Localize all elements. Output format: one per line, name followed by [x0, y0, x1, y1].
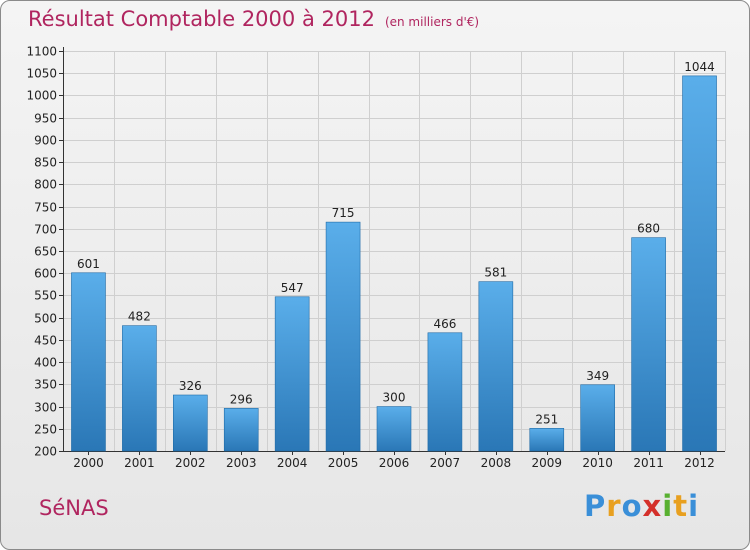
x-tick-label: 2010 — [582, 456, 613, 470]
y-tick-label: 1050 — [26, 67, 57, 81]
data-label: 300 — [383, 391, 406, 405]
logo-letter: P — [584, 489, 607, 523]
x-tick-label: 2006 — [379, 456, 410, 470]
x-tick-label: 2001 — [124, 456, 155, 470]
y-tick-label: 450 — [34, 334, 57, 348]
data-label: 251 — [535, 412, 558, 426]
bar — [223, 408, 259, 452]
bar — [529, 428, 565, 452]
logo-letter: i — [688, 489, 700, 523]
y-tick-label: 750 — [34, 201, 57, 215]
y-tick-label: 350 — [34, 378, 57, 392]
logo-letter: r — [606, 489, 622, 523]
labels: 200 250 300 350 400 450 500 550 600 650 700 750 800 8… — [26, 45, 714, 471]
data-label: 547 — [281, 281, 304, 295]
y-tick-label: 1100 — [26, 45, 57, 59]
bars — [71, 75, 717, 452]
data-label: 296 — [230, 392, 253, 406]
bar — [478, 281, 514, 452]
axes — [59, 47, 725, 455]
logo-letter: o — [621, 489, 643, 523]
x-tick-label: 2004 — [277, 456, 308, 470]
y-tick-label: 400 — [34, 356, 57, 370]
bar — [71, 272, 106, 452]
data-label: 482 — [128, 310, 151, 324]
data-label: 1044 — [684, 60, 715, 74]
bar — [580, 384, 615, 452]
y-tick-label: 900 — [34, 134, 57, 148]
bar — [274, 296, 310, 452]
y-tick-label: 500 — [34, 312, 57, 326]
y-tick-label: 550 — [34, 289, 57, 303]
bar — [325, 221, 361, 452]
y-tick-label: 650 — [34, 245, 57, 259]
x-tick-label: 2002 — [175, 456, 206, 470]
x-tick-label: 2009 — [531, 456, 562, 470]
y-tick-label: 600 — [34, 267, 57, 281]
chart-title: Résultat Comptable 2000 à 2012 (en millie… — [28, 7, 479, 31]
data-label: 466 — [433, 317, 456, 331]
data-label: 581 — [484, 266, 507, 280]
chart-title-text: Résultat Comptable 2000 à 2012 — [28, 7, 375, 31]
commune-name: SéNAS — [39, 496, 109, 520]
bar — [427, 332, 463, 452]
x-tick-label: 2008 — [481, 456, 512, 470]
x-tick-label: 2011 — [633, 456, 664, 470]
chart-unit: (en milliers d'€) — [384, 15, 480, 29]
y-tick-label: 700 — [34, 223, 57, 237]
data-label: 601 — [77, 257, 100, 271]
y-tick-label: 1000 — [26, 89, 57, 103]
bar — [631, 237, 666, 452]
x-tick-label: 2007 — [430, 456, 461, 470]
bar — [122, 325, 157, 452]
y-tick-label: 250 — [34, 423, 57, 437]
y-tick-label: 800 — [34, 178, 57, 192]
logo-letter: x — [642, 489, 663, 523]
y-tick-label: 200 — [34, 445, 57, 459]
data-label: 680 — [637, 222, 660, 236]
bar — [376, 406, 412, 452]
x-tick-label: 2003 — [226, 456, 257, 470]
data-label: 715 — [332, 206, 355, 220]
data-label: 349 — [586, 369, 609, 383]
data-label: 326 — [179, 379, 202, 393]
x-tick-label: 2012 — [684, 456, 715, 470]
x-tick-label: 2005 — [328, 456, 359, 470]
logo-letter: t — [673, 489, 689, 523]
x-tick-label: 2000 — [73, 456, 104, 470]
bar — [173, 394, 208, 452]
logo-letter: i — [662, 489, 674, 523]
y-tick-label: 950 — [34, 112, 57, 126]
y-tick-label: 850 — [34, 156, 57, 170]
bar — [682, 75, 717, 452]
proxiti-logo[interactable]: Proxiti — [584, 489, 699, 523]
y-tick-label: 300 — [34, 401, 57, 415]
